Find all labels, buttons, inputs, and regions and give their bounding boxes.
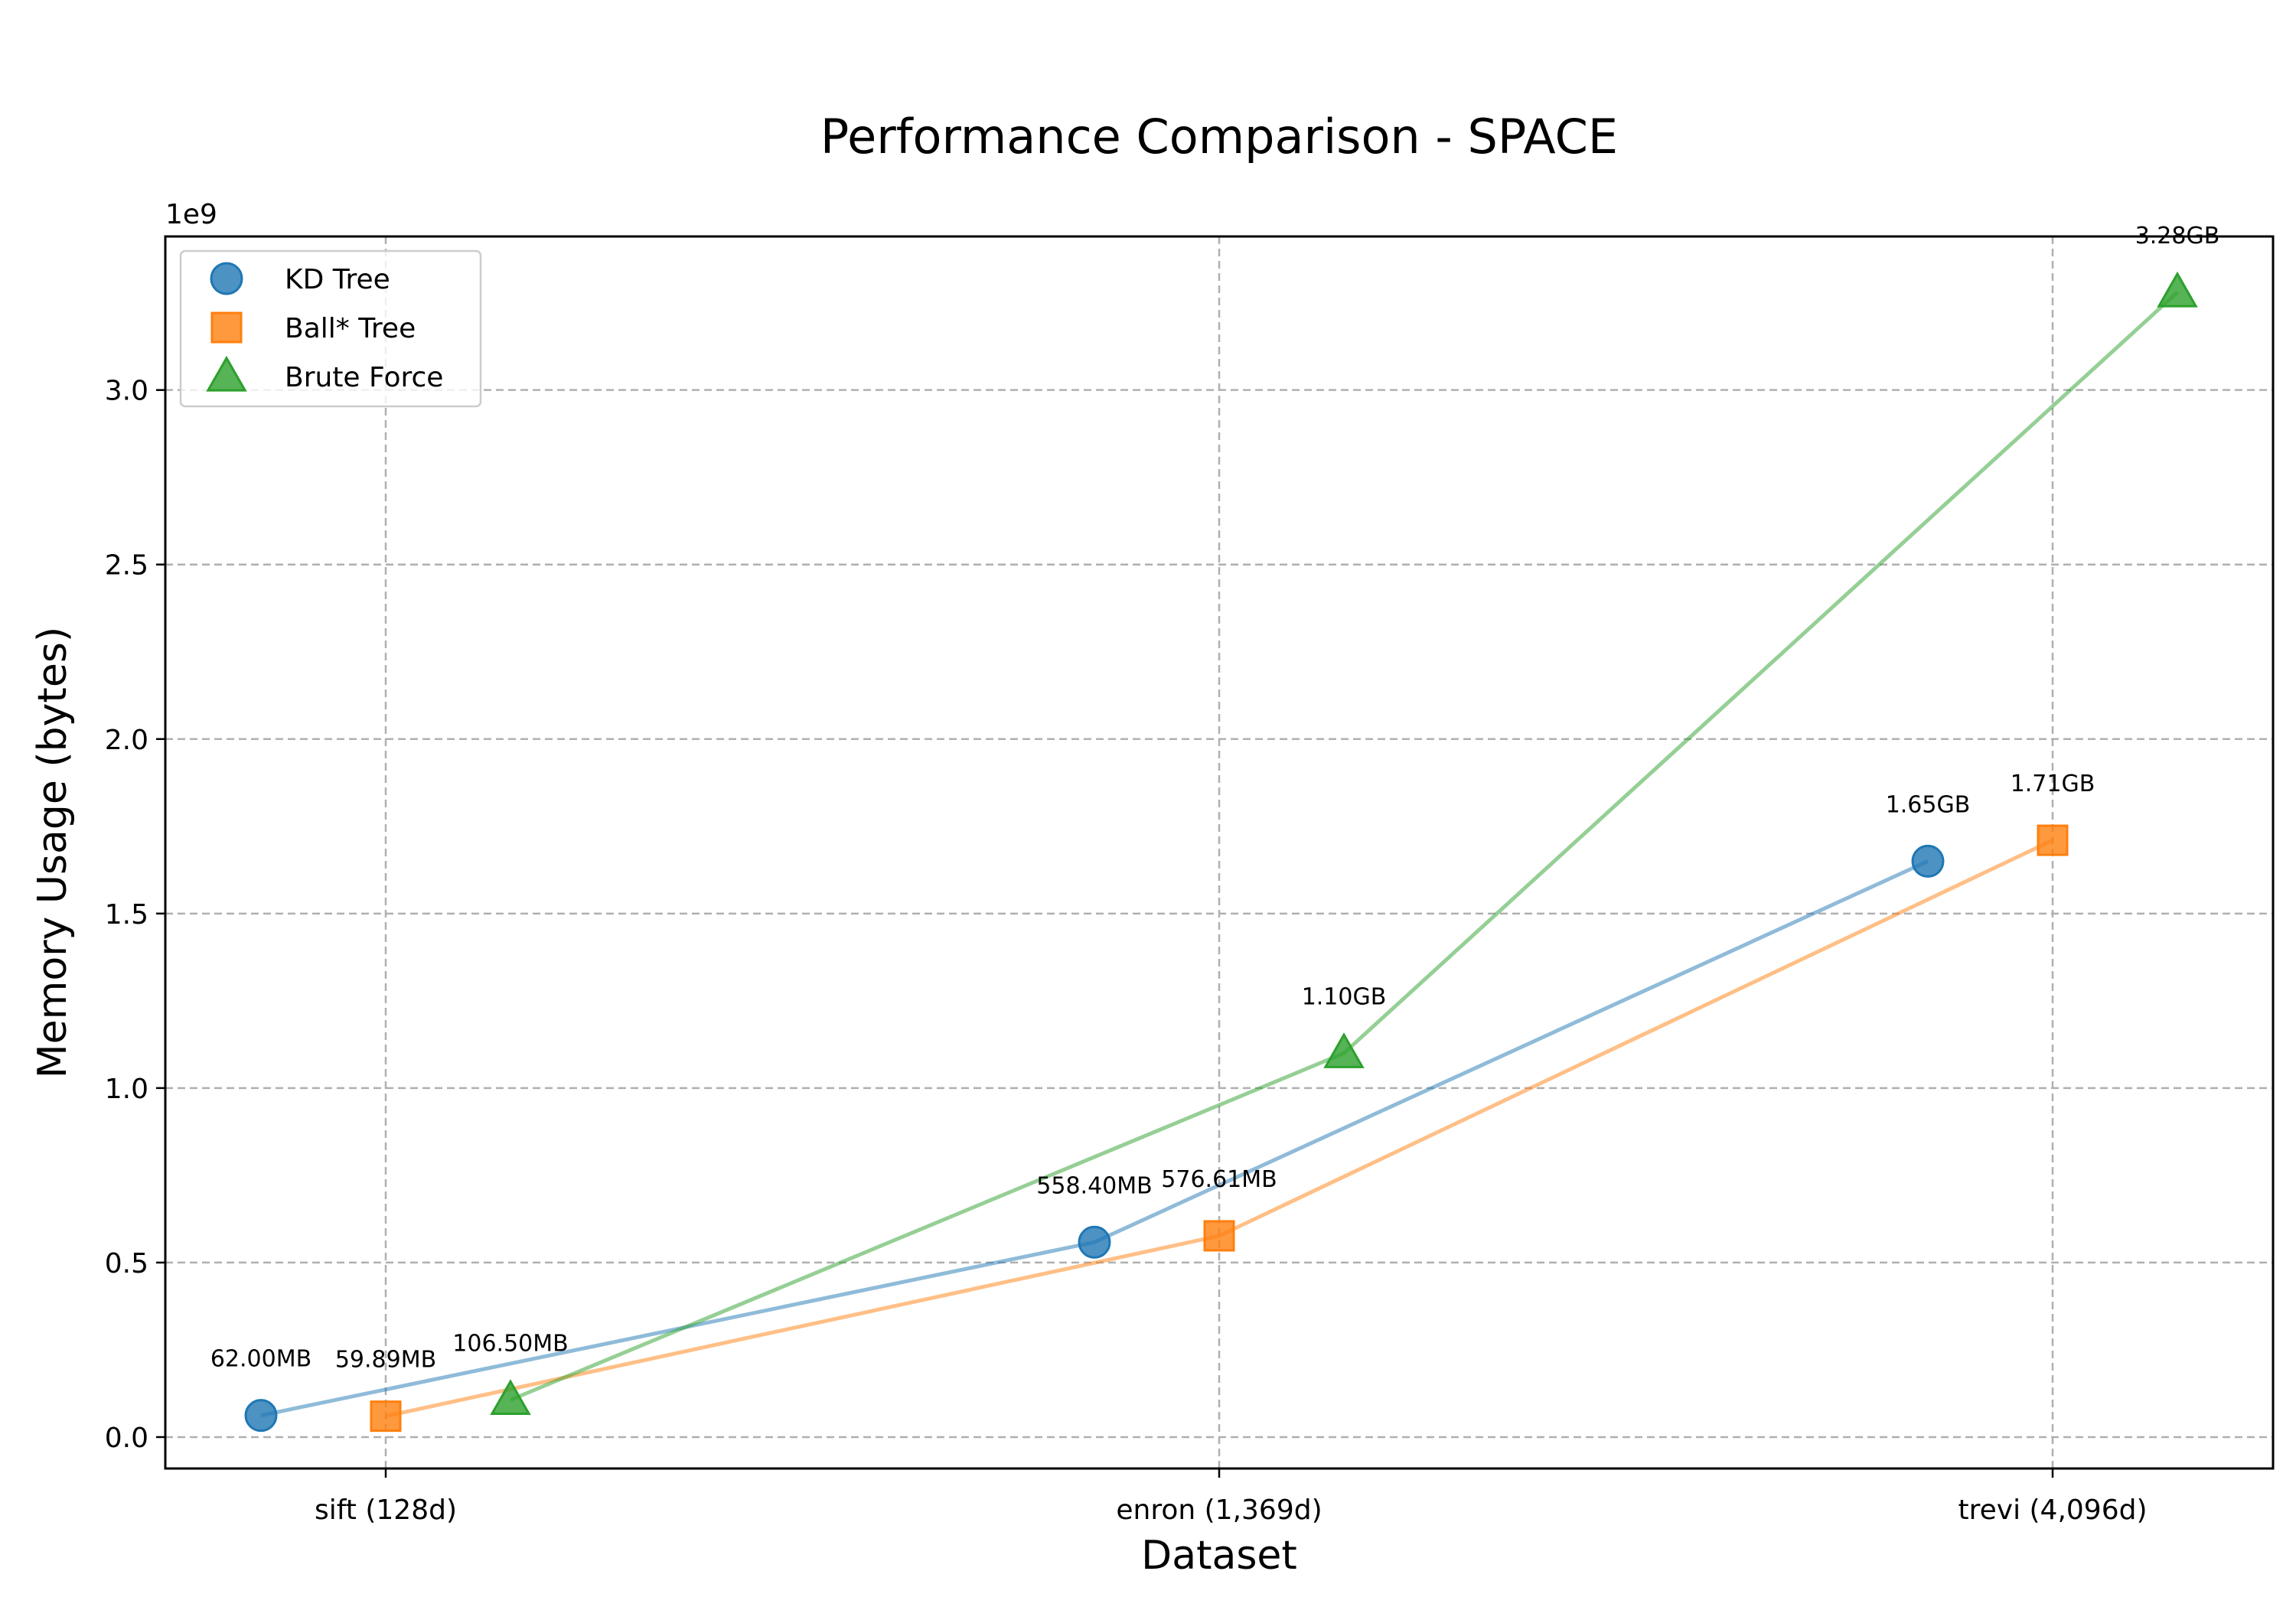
legend-label: Brute Force	[285, 362, 443, 393]
y-axis-offset-label: 1e9	[165, 199, 217, 230]
grid-layer	[165, 236, 2273, 1468]
legend-entries: KD Tree Ball* Tree Brute Force	[206, 262, 443, 393]
y-axis-label: Memory Usage (bytes)	[30, 627, 76, 1078]
y-tick-label: 1.0	[105, 1074, 148, 1105]
legend-entry: Ball* Tree	[210, 311, 416, 344]
data-point-marker	[1911, 844, 1945, 878]
data-point-marker	[2037, 824, 2069, 856]
x-tick-label: sift (128d)	[315, 1495, 457, 1526]
y-tick-label: 1.5	[105, 899, 148, 931]
chart-title: Performance Comparison - SPACE	[820, 109, 1618, 165]
legend-label: Ball* Tree	[285, 313, 416, 344]
legend-marker	[210, 311, 243, 344]
legend-marker	[206, 355, 247, 392]
y-tick-label: 3.0	[105, 376, 148, 407]
legend-marker	[210, 262, 243, 295]
x-tick-label: trevi (4,096d)	[1958, 1495, 2147, 1526]
legend-entry: KD Tree	[210, 262, 390, 295]
series-markers	[244, 271, 2198, 1433]
data-point-marker	[1203, 1220, 1235, 1252]
data-point-marker	[244, 1399, 278, 1433]
data-label: 558.40MB	[1036, 1172, 1152, 1199]
legend-label: KD Tree	[285, 264, 390, 295]
data-label: 106.50MB	[452, 1330, 568, 1357]
data-point-marker	[370, 1400, 402, 1433]
data-labels: 62.00MB 558.40MB 1.65GB 59.89MB 576.61MB 1.71…	[210, 223, 2219, 1374]
data-label: 1.65GB	[1886, 791, 1971, 818]
x-tick-label: enron (1,369d)	[1116, 1495, 1322, 1526]
data-label: 59.89MB	[335, 1347, 436, 1374]
y-tick-label: 2.0	[105, 725, 148, 756]
data-point-marker	[1323, 1032, 1365, 1068]
y-tick-label: 2.5	[105, 550, 148, 582]
data-label: 62.00MB	[210, 1346, 311, 1373]
data-point-marker	[490, 1379, 531, 1415]
data-label: 1.71GB	[2011, 771, 2095, 797]
legend-entry: Brute Force	[206, 355, 443, 393]
data-label: 1.10GB	[1302, 983, 1387, 1010]
y-tick-label: 0.5	[105, 1248, 148, 1279]
y-tick-label: 0.0	[105, 1423, 148, 1454]
data-label: 576.61MB	[1161, 1166, 1277, 1193]
data-point-marker	[2157, 271, 2198, 308]
data-point-marker	[1078, 1225, 1111, 1259]
axis-ticks: 0.0 0.5 1.0 1.5 2.0 2.5 3.0 sift (128d) enron (1…	[105, 376, 2148, 1526]
x-axis-label: Dataset	[1141, 1533, 1297, 1579]
legend: KD Tree Ball* Tree Brute Force	[179, 249, 482, 408]
legend-box	[179, 249, 482, 408]
